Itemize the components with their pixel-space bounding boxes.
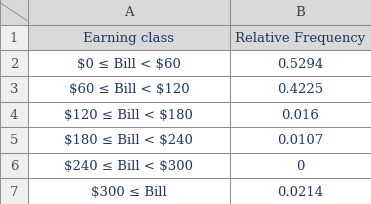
Text: 0.0214: 0.0214 <box>278 185 324 198</box>
Text: 6: 6 <box>10 159 18 172</box>
Bar <box>0 178 28 204</box>
Bar <box>0 0 28 26</box>
Text: $120 ≤ Bill < $180: $120 ≤ Bill < $180 <box>65 108 193 121</box>
Bar <box>0 26 28 51</box>
Text: 4: 4 <box>10 108 18 121</box>
Text: 1: 1 <box>10 32 18 45</box>
Text: 0: 0 <box>296 159 305 172</box>
Text: B: B <box>296 6 305 19</box>
Text: 0.0107: 0.0107 <box>278 134 324 147</box>
Bar <box>0 76 28 102</box>
Text: $180 ≤ Bill < $240: $180 ≤ Bill < $240 <box>65 134 193 147</box>
Text: $60 ≤ Bill < $120: $60 ≤ Bill < $120 <box>69 83 189 96</box>
Text: Relative Frequency: Relative Frequency <box>235 32 366 45</box>
Text: 3: 3 <box>10 83 18 96</box>
Text: $240 ≤ Bill < $300: $240 ≤ Bill < $300 <box>65 159 193 172</box>
Bar <box>0 153 28 178</box>
Text: 0.5294: 0.5294 <box>278 57 324 70</box>
Text: Earning class: Earning class <box>83 32 174 45</box>
Text: 5: 5 <box>10 134 18 147</box>
Bar <box>0 51 28 76</box>
Text: 0.016: 0.016 <box>282 108 319 121</box>
Bar <box>0 128 28 153</box>
Text: 7: 7 <box>10 185 18 198</box>
Text: 2: 2 <box>10 57 18 70</box>
Text: A: A <box>124 6 134 19</box>
Bar <box>0 102 28 128</box>
Text: 0.4225: 0.4225 <box>278 83 324 96</box>
Text: $300 ≤ Bill: $300 ≤ Bill <box>91 185 167 198</box>
Text: $0 ≤ Bill < $60: $0 ≤ Bill < $60 <box>77 57 181 70</box>
